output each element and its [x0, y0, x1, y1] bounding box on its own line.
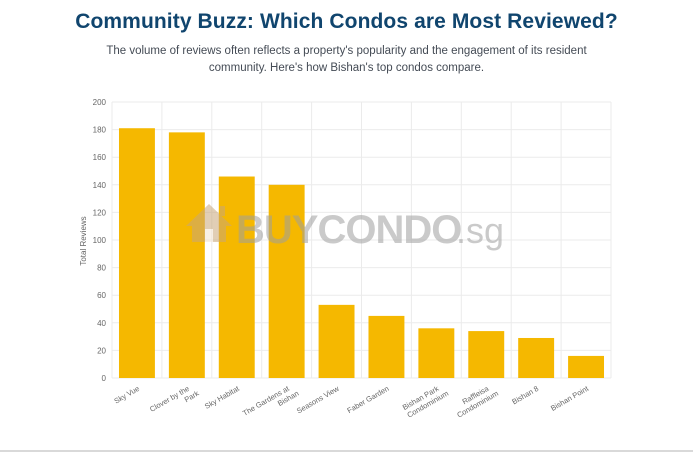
x-tick-label: Sky Habitat	[203, 383, 242, 410]
y-tick-label: 140	[93, 181, 107, 190]
y-tick-label: 20	[97, 346, 106, 355]
x-tick-label: Bishan ParkCondominium	[401, 381, 450, 420]
bar[interactable]	[518, 337, 555, 378]
y-tick-label: 160	[93, 153, 107, 162]
y-axis-ticks: 0 20 40 60 80 100 120 140 160 180 200	[93, 98, 107, 383]
chart-bars	[118, 128, 605, 378]
x-axis-ticks: Sky Vue Clover by thePark Sky Habitat The G…	[112, 381, 591, 426]
bar[interactable]	[318, 304, 355, 378]
x-tick-label: Bishan Point	[549, 383, 591, 412]
y-tick-label: 100	[93, 236, 107, 245]
x-tick-label: Seasons View	[295, 384, 341, 416]
y-tick-label: 120	[93, 208, 107, 217]
bar[interactable]	[118, 128, 155, 378]
watermark: BUYCONDO .sg	[186, 204, 504, 252]
x-tick-label: Sky Vue	[112, 384, 140, 406]
house-icon	[186, 204, 232, 242]
bar[interactable]	[468, 331, 505, 378]
y-tick-label: 40	[97, 319, 106, 328]
bar[interactable]	[268, 184, 305, 378]
bar[interactable]	[168, 132, 205, 378]
x-tick-label: The Gardens atBishan	[241, 381, 300, 426]
y-tick-label: 180	[93, 126, 107, 135]
bar[interactable]	[418, 328, 455, 378]
x-tick-label: Faber Garden	[346, 384, 391, 415]
x-tick-label: Bishan 8	[510, 384, 540, 406]
watermark-suffix: .sg	[456, 210, 504, 251]
x-tick-label: RaffleisaCondominium	[451, 381, 500, 420]
bar[interactable]	[568, 355, 605, 378]
page-title: Community Buzz: Which Condos are Most Re…	[75, 10, 618, 33]
watermark-text: BUYCONDO	[236, 208, 461, 252]
x-tick-label: Clover by thePark	[148, 381, 201, 422]
y-tick-label: 60	[97, 291, 106, 300]
bar[interactable]	[368, 315, 405, 378]
y-tick-label: 0	[102, 374, 107, 383]
y-tick-label: 200	[93, 98, 107, 107]
y-axis-label: Total Reviews	[79, 216, 88, 265]
bottom-divider	[0, 450, 693, 452]
page-subtitle: The volume of reviews often reflects a p…	[106, 45, 587, 74]
y-tick-label: 80	[97, 264, 106, 273]
